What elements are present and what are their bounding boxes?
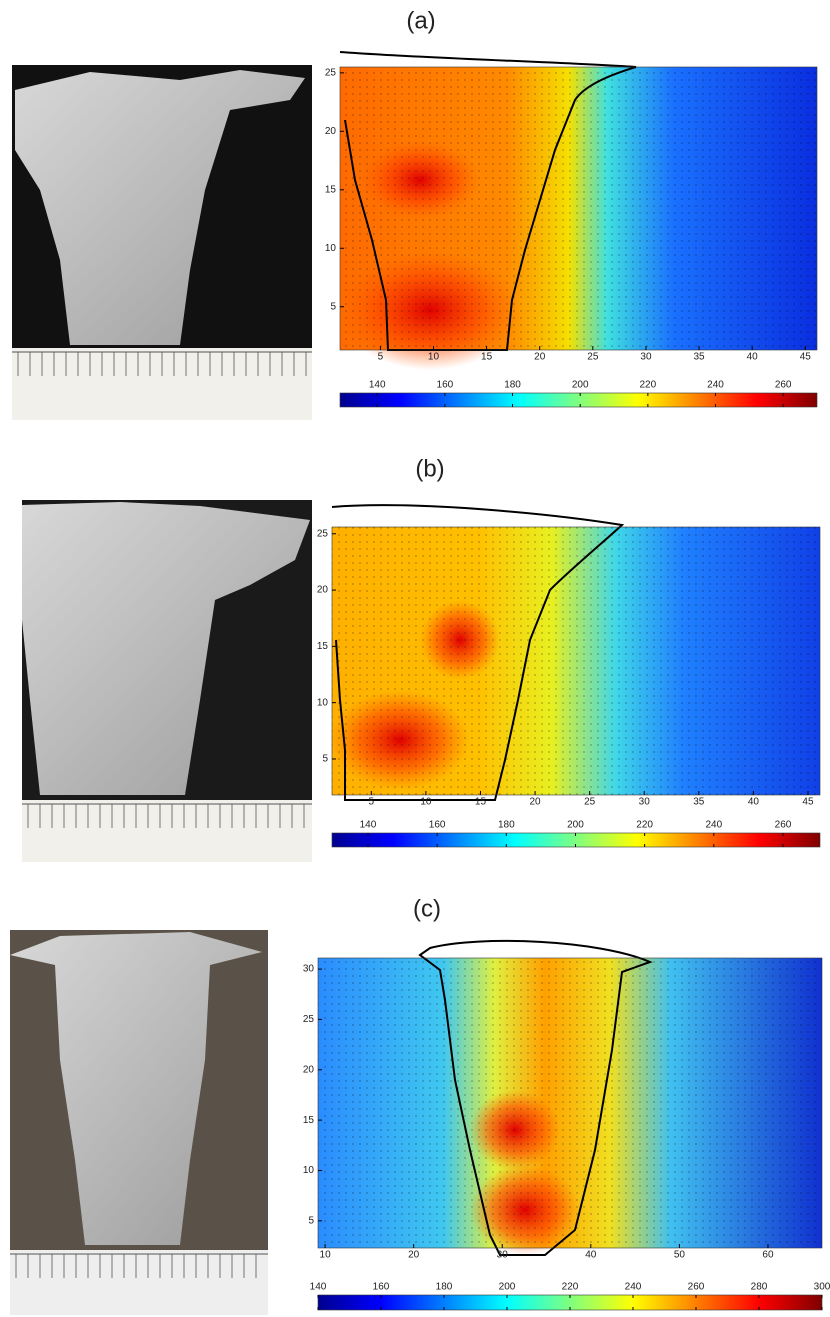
colorbar	[340, 393, 817, 407]
x-tick-label: 40	[748, 797, 760, 808]
photo-c	[10, 930, 268, 1315]
panel-label: (a)	[406, 7, 435, 34]
colorbar-tick-label: 200	[567, 820, 584, 831]
x-tick-label: 15	[481, 352, 493, 363]
colorbar-tick-label: 200	[499, 1282, 516, 1293]
y-tick-label: 10	[325, 243, 337, 254]
colorbar-tick-label: 180	[504, 380, 521, 391]
measurement-grid	[332, 527, 820, 795]
x-tick-label: 5	[369, 797, 375, 808]
x-tick-label: 15	[475, 797, 487, 808]
colorbar-tick-label: 160	[373, 1282, 390, 1293]
y-tick-label: 20	[317, 585, 329, 596]
y-tick-label: 15	[317, 641, 329, 652]
y-tick-label: 20	[303, 1064, 315, 1075]
x-tick-label: 5	[378, 352, 384, 363]
y-tick-label: 25	[303, 1014, 315, 1025]
x-tick-label: 45	[800, 352, 812, 363]
x-tick-label: 20	[529, 797, 541, 808]
colorbar-tick-label: 180	[436, 1282, 453, 1293]
x-tick-label: 10	[320, 1250, 332, 1261]
x-tick-label: 10	[428, 352, 440, 363]
colorbar-tick-label: 280	[751, 1282, 768, 1293]
colorbar-tick-label: 260	[775, 380, 792, 391]
colorbar-tick-label: 240	[707, 380, 724, 391]
panel-label: (c)	[413, 895, 441, 922]
x-tick-label: 50	[674, 1250, 686, 1261]
y-tick-label: 5	[330, 301, 336, 312]
x-tick-label: 35	[694, 352, 706, 363]
y-tick-label: 20	[325, 126, 337, 137]
x-tick-label: 35	[693, 797, 705, 808]
x-tick-label: 30	[497, 1250, 509, 1261]
x-tick-label: 25	[584, 797, 596, 808]
y-tick-label: 5	[308, 1215, 314, 1226]
x-tick-label: 20	[408, 1250, 420, 1261]
colorbar-tick-label: 140	[360, 820, 377, 831]
colorbar-tick-label: 220	[562, 1282, 579, 1293]
x-tick-label: 40	[747, 352, 759, 363]
colorbar-tick-label: 140	[310, 1282, 327, 1293]
colorbar-tick-label: 240	[705, 820, 722, 831]
colorbar-tick-label: 300	[814, 1282, 830, 1293]
colorbar-tick-label: 140	[369, 380, 386, 391]
figure: (a) 5 10 15 20 25 30 35 40 45 5 10 15 20 25 140 160 180 20…	[0, 0, 830, 1317]
x-tick-label: 45	[802, 797, 814, 808]
measurement-grid	[340, 67, 817, 350]
y-tick-label: 30	[303, 964, 315, 975]
x-tick-label: 25	[587, 352, 599, 363]
colorbar-tick-label: 220	[636, 820, 653, 831]
y-tick-label: 25	[325, 67, 337, 78]
colorbar-tick-label: 260	[775, 820, 792, 831]
colorbar	[332, 833, 820, 847]
measurement-grid	[318, 958, 822, 1248]
y-tick-label: 15	[303, 1115, 315, 1126]
colorbar-tick-label: 160	[437, 380, 454, 391]
x-tick-label: 10	[420, 797, 432, 808]
y-tick-label: 10	[317, 697, 329, 708]
y-tick-label: 15	[325, 184, 337, 195]
x-tick-label: 20	[534, 352, 546, 363]
colorbar-tick-label: 180	[498, 820, 515, 831]
x-tick-label: 30	[640, 352, 652, 363]
colorbar-tick-label: 260	[688, 1282, 705, 1293]
y-tick-label: 10	[303, 1165, 315, 1176]
y-tick-label: 5	[322, 754, 328, 765]
colorbar-tick-label: 160	[429, 820, 446, 831]
colorbar-tick-label: 220	[640, 380, 657, 391]
panel-label: (b)	[415, 455, 444, 482]
x-tick-label: 30	[639, 797, 651, 808]
photo-b	[22, 500, 312, 862]
y-tick-label: 25	[317, 528, 329, 539]
x-tick-label: 60	[762, 1250, 774, 1261]
colorbar-tick-label: 240	[625, 1282, 642, 1293]
x-tick-label: 40	[585, 1250, 597, 1261]
colorbar-tick-label: 200	[572, 380, 589, 391]
